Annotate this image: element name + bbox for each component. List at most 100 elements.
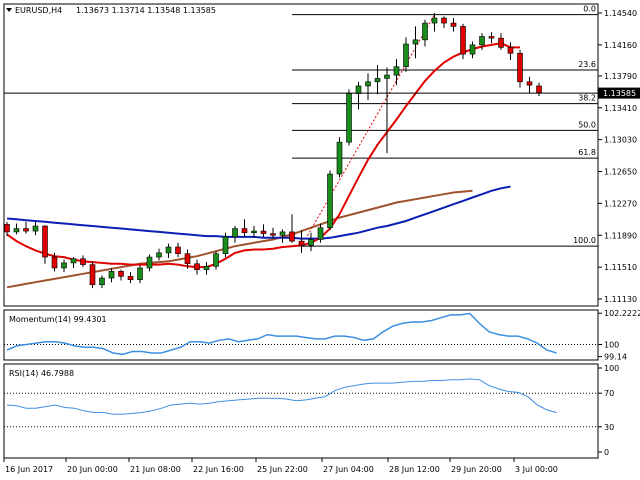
candle-body	[365, 81, 371, 87]
candle-body	[137, 267, 143, 281]
candle-body	[118, 271, 124, 277]
price-pane: 0.0 23.6 38.2 50.0 61.8 100.0 1.14540 1.14160 1…	[3, 3, 640, 307]
price-tick-label: 1.13790	[604, 72, 637, 81]
candle-body	[127, 276, 134, 281]
rsi-title: RSI(14) 46.7988	[9, 369, 74, 378]
candle-body	[165, 246, 172, 254]
candle-body	[393, 66, 400, 76]
candle-body	[251, 230, 257, 234]
candle-body	[431, 17, 438, 24]
candle-body	[317, 227, 324, 240]
momentum-title: Momentum(14) 99.4301	[9, 315, 107, 324]
price-tick-label: 1.13410	[604, 104, 637, 113]
moving-averages	[6, 42, 520, 289]
symbol-label: EURUSD,H4	[15, 6, 62, 15]
rsi-tick-label: 0	[604, 448, 609, 457]
candle-body	[336, 141, 343, 175]
candle-body	[270, 233, 276, 236]
momentum-pane: 102.2222 100 99.14 Momentum(14) 99.4301	[3, 309, 640, 362]
rsi-axis: 100 70 30 0	[598, 364, 619, 457]
candle-body	[488, 36, 495, 39]
fib-level-label: 61.8	[578, 148, 596, 157]
time-tick-label: 16 Jun 2017	[5, 465, 53, 474]
candle-body	[32, 225, 39, 232]
candle-body	[346, 93, 352, 143]
candle-body	[536, 85, 542, 93]
time-tick-label: 27 Jun 04:00	[323, 465, 374, 474]
rsi-tick-label: 70	[604, 389, 614, 398]
candle-body	[232, 228, 238, 238]
time-axis: 16 Jun 2017 20 Jun 00:00 21 Jun 08:00 22 Ju…	[3, 458, 558, 474]
candle-body	[479, 36, 485, 46]
candle-body	[4, 224, 10, 233]
candlesticks	[4, 13, 542, 289]
rsi-pane-frame	[3, 363, 599, 459]
candle-body	[99, 277, 105, 286]
momentum-pane-frame	[3, 309, 599, 361]
candle-body	[498, 37, 504, 48]
time-tick-label: 22 Jun 16:00	[193, 465, 244, 474]
candle-body	[146, 256, 153, 269]
candle-body	[412, 39, 419, 45]
candle-body	[184, 253, 191, 265]
fib-level-label: 23.6	[578, 60, 596, 69]
candle-body	[526, 81, 533, 86]
candle-body	[450, 22, 457, 27]
time-tick-label: 25 Jun 22:00	[257, 465, 308, 474]
candle-body	[279, 231, 286, 236]
price-tick-label: 1.13030	[604, 136, 637, 145]
time-tick-label: 3 Jul 00:00	[515, 465, 558, 474]
momentum-tick-label: 99.14	[604, 353, 627, 362]
candle-body	[260, 230, 267, 234]
price-tick-label: 1.14160	[604, 41, 637, 50]
candle-body	[61, 262, 67, 269]
candle-body	[222, 236, 229, 255]
candle-body	[194, 263, 200, 270]
price-tick-label: 1.11130	[604, 295, 637, 304]
ohlc-readout: 1.13673 1.13714 1.13548 1.13585	[76, 6, 216, 15]
fib-level-label: 50.0	[578, 120, 596, 129]
current-price-box	[598, 87, 640, 99]
candle-body	[175, 246, 181, 255]
momentum-axis: 102.2222 100 99.14	[598, 309, 640, 362]
candle-body	[517, 52, 523, 83]
candle-body	[213, 253, 219, 267]
candle-body	[203, 265, 210, 270]
rsi-tick-label: 100	[604, 364, 619, 373]
fib-level-label: 100.0	[573, 236, 596, 245]
price-tick-label: 1.14540	[604, 9, 637, 18]
fib-level-label: 38.2	[578, 94, 596, 103]
candle-body	[156, 252, 162, 258]
current-price-label: 1.13585	[603, 89, 636, 98]
time-tick-label: 28 Jun 12:00	[389, 465, 440, 474]
candle-body	[13, 228, 20, 233]
candle-body	[355, 85, 362, 94]
candle-body	[241, 228, 248, 234]
candle-body	[89, 264, 96, 286]
fib-trendline	[301, 14, 435, 247]
candle-body	[507, 47, 514, 54]
candle-body	[441, 17, 447, 24]
fibonacci-levels: 0.0 23.6 38.2 50.0 61.8 100.0	[292, 5, 598, 247]
candle-body	[23, 228, 29, 232]
fib-level-label: 0.0	[583, 5, 596, 14]
time-tick-label: 29 Jun 20:00	[451, 465, 502, 474]
candle-body	[374, 78, 381, 83]
candle-body	[308, 239, 314, 246]
candle-body	[298, 240, 305, 246]
candle-body	[422, 22, 428, 41]
price-tick-label: 1.11890	[604, 231, 637, 240]
momentum-tick-label: 100	[604, 341, 619, 350]
candle-body	[108, 271, 115, 279]
candle-body	[70, 258, 77, 264]
chart-menu-triangle-icon[interactable]	[6, 8, 12, 12]
momentum-line	[6, 312, 557, 356]
ma-slow-line	[6, 189, 473, 289]
rsi-series	[4, 378, 598, 428]
candle-body	[403, 43, 409, 67]
time-tick-label: 20 Jun 00:00	[67, 465, 118, 474]
momentum-series	[4, 312, 598, 356]
candle-body	[289, 231, 295, 242]
